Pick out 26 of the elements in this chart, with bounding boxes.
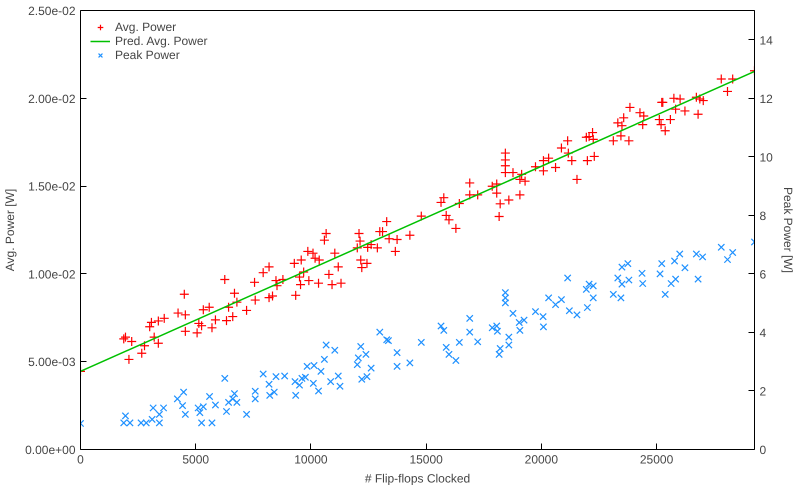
y-tick-label: 5.00e-03 [28,355,76,370]
y2-tick-label: 14 [760,33,774,48]
x-tick-label: 25000 [640,452,674,466]
y-axis-title: Avg. Power [W] [3,188,18,272]
y2-tick-label: 2 [760,384,766,398]
y2-tick-label: 12 [760,92,774,106]
x-axis-title: # Flip-flops Clocked [364,472,470,486]
y-tick-label: 2.00e-02 [28,92,76,106]
legend-label: Peak Power [115,48,180,62]
y2-tick-label: 6 [760,267,766,282]
y2-axis-title: Peak Power [W] [780,186,795,274]
y2-tick-label: 4 [760,326,766,340]
x-tick-label: 0 [77,452,84,466]
x-tick-label: 10000 [294,452,328,466]
legend-label: Avg. Power [115,20,176,34]
y2-tick-label: 10 [760,150,774,164]
x-tick-label: 20000 [524,452,558,466]
legend-label: Pred. Avg. Power [115,34,208,48]
y2-tick-label: 8 [760,208,766,223]
x-tick-label: 5000 [182,452,210,466]
y-tick-label: 1.00e-02 [28,267,76,282]
y-tick-label: 1.50e-02 [28,180,76,194]
y2-tick-label: 0 [760,443,766,457]
y-tick-label: 2.50e-02 [28,4,76,18]
y-tick-label: 0.00e+00 [25,443,76,457]
x-tick-label: 15000 [409,452,444,466]
